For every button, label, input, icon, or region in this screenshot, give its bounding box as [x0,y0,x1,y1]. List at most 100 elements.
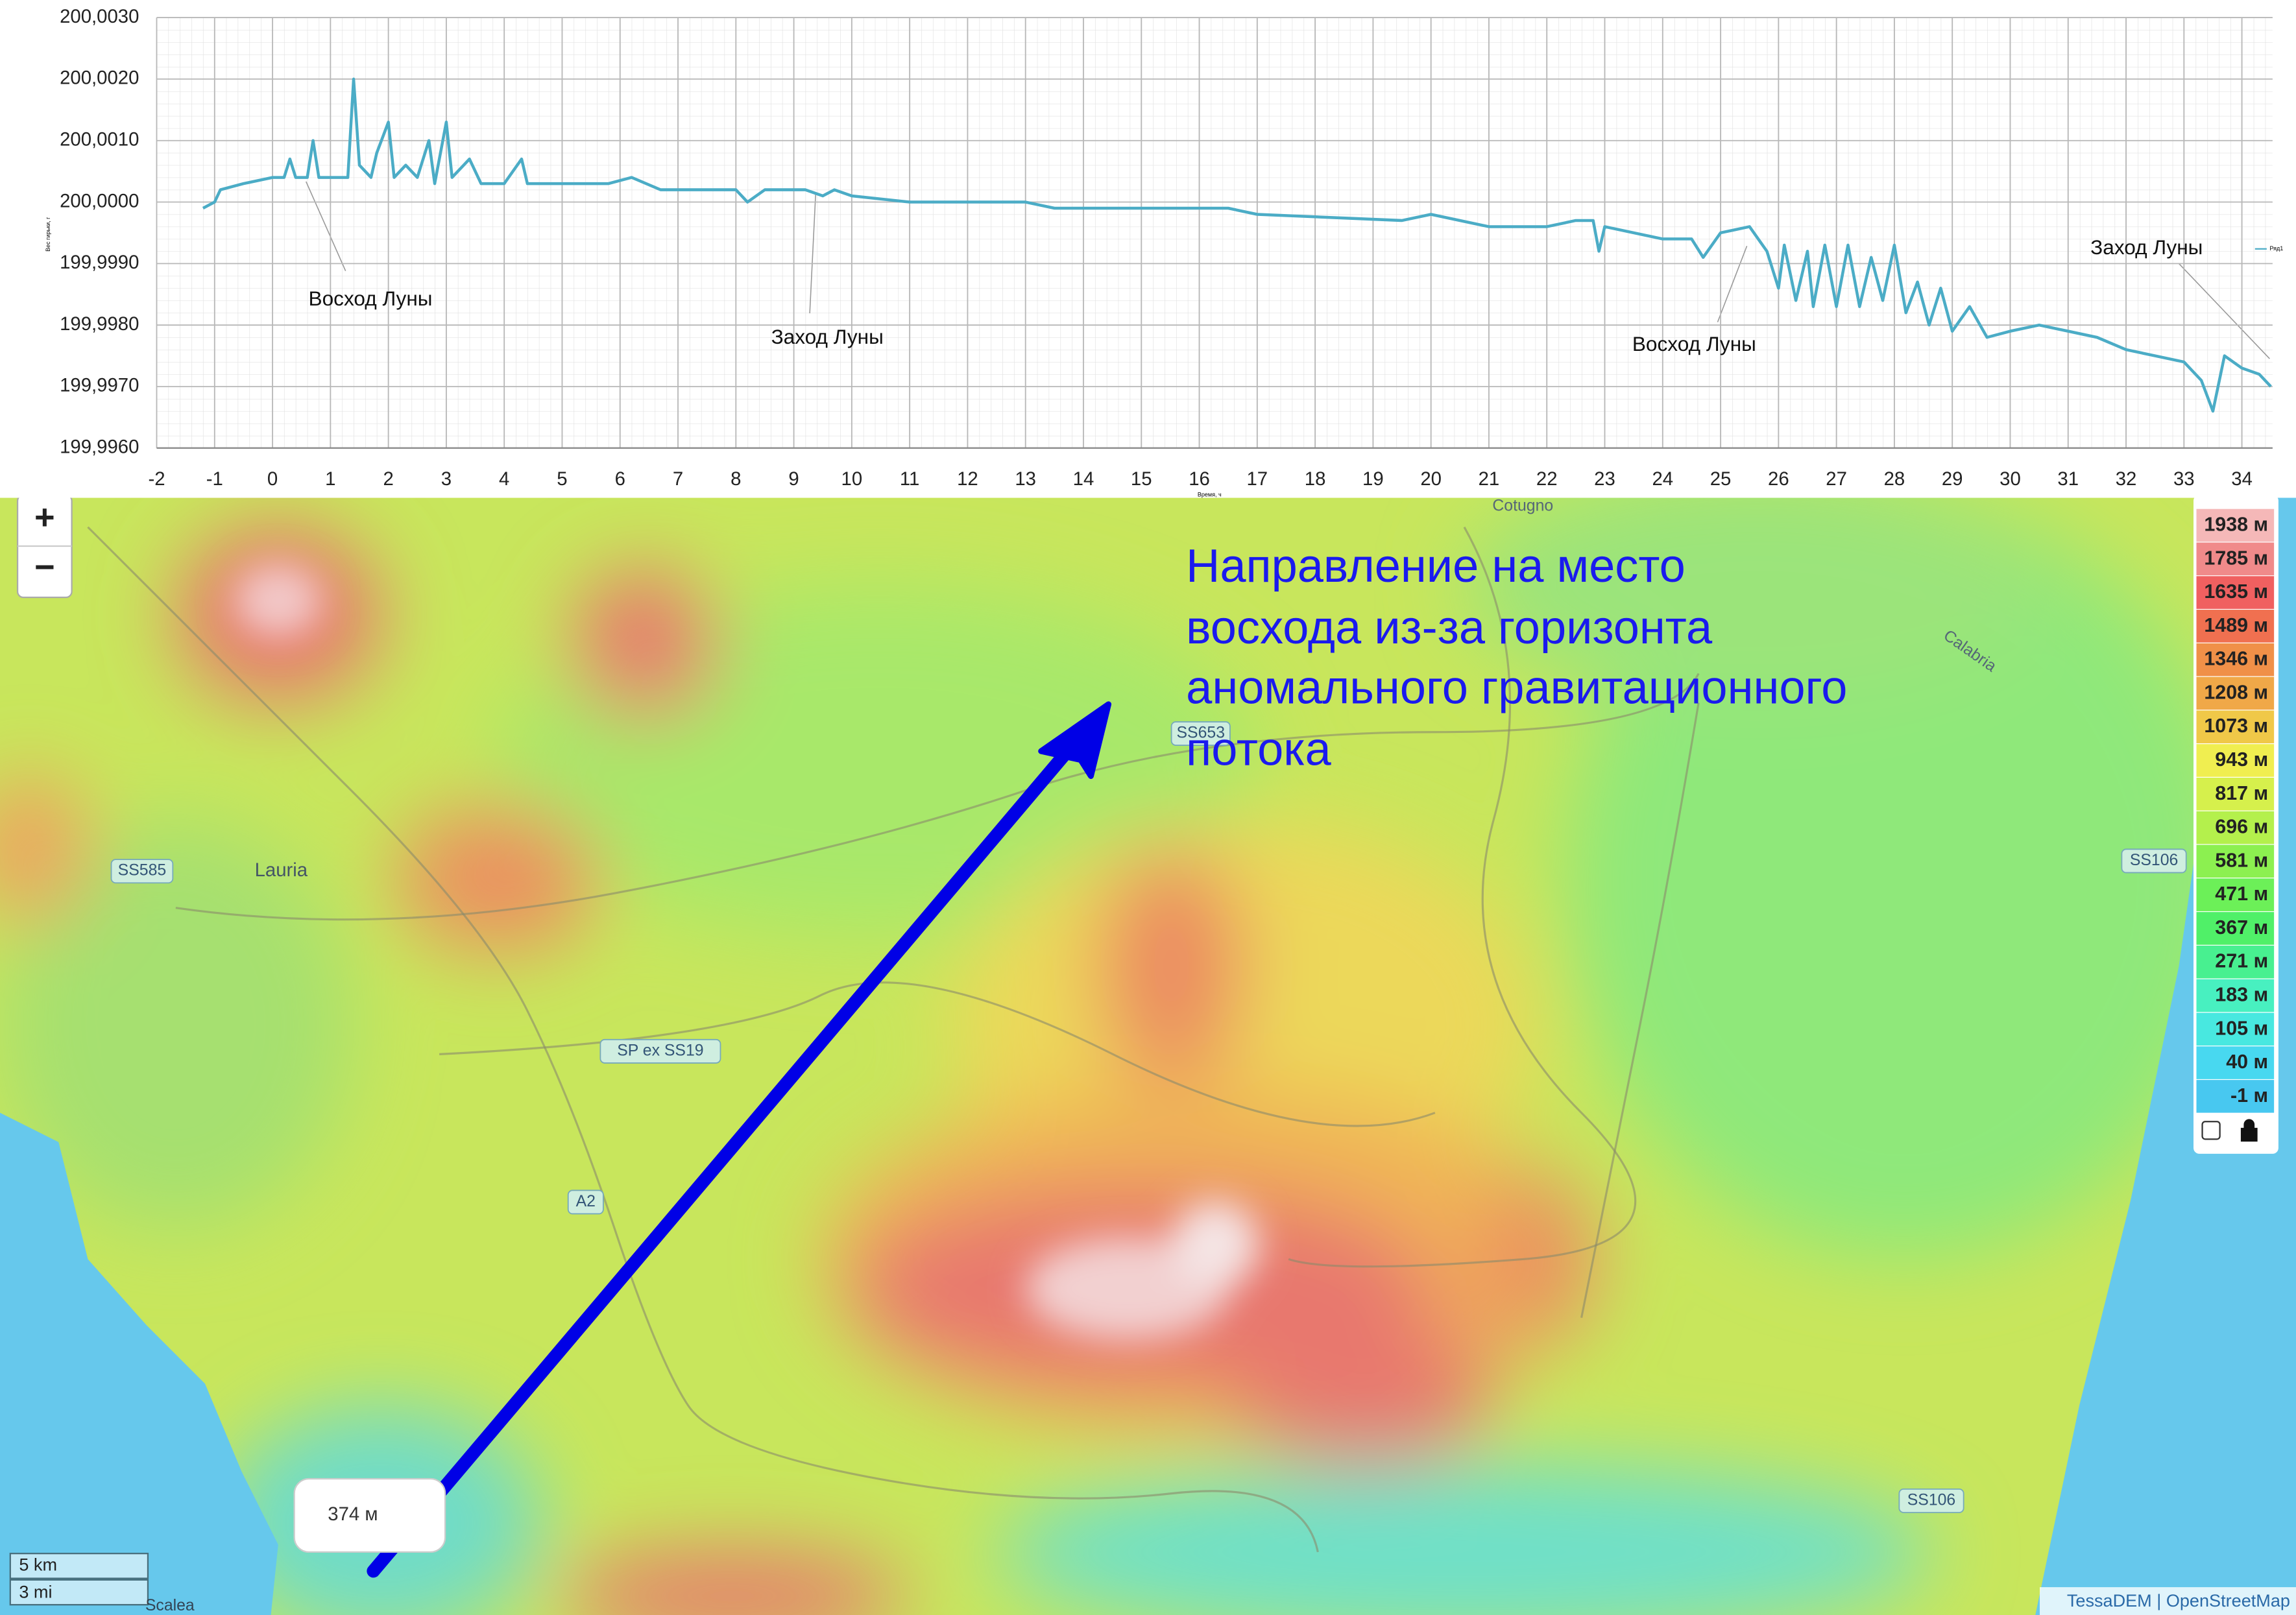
zoom-in[interactable]: + [34,498,55,537]
legend-label: -1 м [2230,1084,2268,1107]
road-label: SS106 [1907,1491,1955,1509]
legend-label: 581 м [2215,849,2268,871]
place-label: Scalea [145,1597,195,1614]
legend-item: 1346 м [2196,643,2275,676]
legend-item: 817 м [2196,777,2275,811]
y-tick-label: 200,0000 [60,190,139,211]
annotation: Заход Луны [2090,235,2203,259]
legend-item: 105 м [2196,1012,2275,1046]
legend-color [2196,912,2275,945]
legend-color [2196,945,2275,979]
x-tick-label: 6 [615,468,625,490]
peaks [234,564,1260,1340]
legend-color [2196,744,2275,777]
legend-item: 183 м [2196,979,2275,1012]
map-annotation: восхода из-за горизонта [1186,602,1713,654]
road-label: SS653 [1177,724,1225,742]
legend-label: 1208 м [2204,681,2268,703]
x-axis-label: Время, ч [1198,491,1222,497]
zoom-out[interactable]: − [34,547,55,586]
terrain [0,497,2241,1615]
legend-item: 943 м [2196,744,2275,777]
x-tick-label: 24 [1652,468,1673,490]
annotation: Восход Луны [309,287,433,310]
legend-checkbox[interactable] [2201,1121,2221,1140]
x-tick-label: 33 [2173,468,2195,490]
legend-label: 696 м [2215,816,2268,838]
legend-label: 1785 м [2204,547,2268,569]
legend-item: 581 м [2196,844,2275,878]
place-label: Cotugno [1492,497,1553,515]
legend-label: 943 м [2215,748,2268,771]
marker-popup: 374 м [293,1477,446,1553]
popup-label: 374 м [328,1503,378,1525]
legend-color [2196,643,2275,676]
legend-color [2196,676,2275,710]
legend-label: 1938 м [2204,513,2268,535]
x-tick-label: 21 [1479,468,1500,490]
x-tick-label: 18 [1305,468,1326,490]
legend-label: 105 м [2215,1017,2268,1039]
legend-label: 471 м [2215,883,2268,905]
legend-item: 1635 м [2196,576,2275,609]
place-label: Lauria [255,859,308,881]
y-tick-label: 200,0020 [60,67,139,89]
legend-item: 40 м [2196,1046,2275,1079]
annotation: Заход Луны [771,325,884,348]
x-tick-label: 16 [1189,468,1210,490]
sea-west [0,1112,278,1615]
scale-label: 3 mi [19,1581,52,1601]
x-tick-label: 12 [957,468,978,490]
attribution-bg [2040,1587,2296,1615]
minor-grid [156,18,2273,448]
legend-color [2196,844,2275,878]
legend-color [2196,576,2275,609]
legend-label: 40 м [2226,1051,2268,1073]
road-label: SP ex SS19 [617,1042,703,1059]
legend-item: -1 м [2196,1080,2275,1113]
elevation-legend: 1938 м 1785 м 1635 м 1489 м 1346 м 1208 м 1073… [2193,497,2278,1154]
x-tick-label: 31 [2057,468,2079,490]
legend-color [2196,710,2275,743]
legend-item: 1938 м [2196,508,2275,542]
legend-label: 817 м [2215,782,2268,804]
road-label: SS106 [2130,852,2178,869]
x-tick-label: 34 [2231,468,2253,490]
roads [87,526,1700,1553]
legend-label: 367 м [2215,916,2268,939]
legend-item: 1785 м [2196,542,2275,576]
elevation-map: SS585 SP ex SS19 A2 SS653 SS106 SS106 La… [0,497,2296,1615]
legend-color [2196,1080,2275,1113]
road-label: A2 [576,1193,596,1210]
legend-color [2196,979,2275,1012]
y-tick-label: 200,0030 [60,6,139,27]
y-tick-label: 199,9970 [60,375,139,396]
legend-item: 1208 м [2196,676,2275,710]
legend-item: 367 м [2196,912,2275,945]
x-tick-label: 8 [731,468,741,490]
x-tick-label: 27 [1826,468,1847,490]
legend-color [2196,508,2275,542]
road-label: SS585 [118,862,166,879]
legend-item: 1073 м [2196,710,2275,743]
x-tick-label: -2 [148,468,165,490]
map-annotation: аномального гравитационного [1186,662,1847,714]
road-shields: SS585 SP ex SS19 A2 SS653 SS106 SS106 [110,721,2187,1513]
x-tick-label: 5 [557,468,567,490]
legend-color [2196,1012,2275,1046]
attribution[interactable]: TessaDEM | OpenStreetMap [2067,1590,2290,1610]
y-tick-label: 200,0010 [60,128,139,150]
legend-item: 1489 м [2196,610,2275,643]
x-tick-label: 14 [1073,468,1094,490]
legend-lock[interactable] [2240,1119,2258,1142]
x-tick-label: 28 [1884,468,1905,490]
x-tick-label: 23 [1594,468,1615,490]
x-tick-label: 20 [1420,468,1442,490]
x-tick-label: 3 [441,468,452,490]
x-tick-label: 25 [1710,468,1732,490]
x-tick-label: 29 [1942,468,1963,490]
x-tick-label: -1 [206,468,223,490]
legend-color [2196,1046,2275,1079]
annotation: Восход Луны [1632,332,1756,355]
